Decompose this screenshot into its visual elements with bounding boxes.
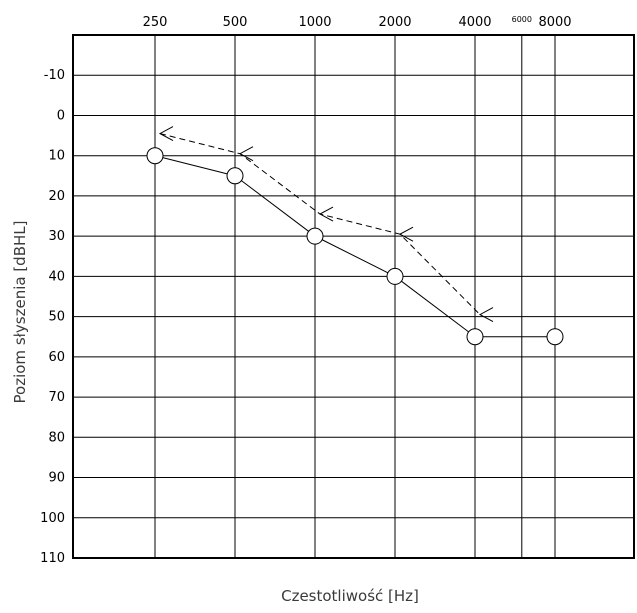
series-line-segment <box>162 157 228 175</box>
x-tick-label: 6000 <box>512 15 532 24</box>
series-2 <box>158 126 494 323</box>
x-tick-label: 500 <box>223 15 248 30</box>
y-tick-label: -10 <box>44 68 65 83</box>
series-1 <box>146 147 564 346</box>
x-tick-label: 1000 <box>298 15 331 30</box>
x-tick-label: 250 <box>143 15 168 30</box>
x-tick-label: 2000 <box>378 15 411 30</box>
y-tick-label: 30 <box>48 229 65 244</box>
arrow-marker <box>478 307 494 323</box>
arrow-marker <box>158 126 174 142</box>
arrow-marker <box>398 226 414 242</box>
grid <box>73 35 634 559</box>
x-axis-label: Czestotliwość [Hz] <box>281 587 419 605</box>
y-tick-label: 50 <box>48 310 65 325</box>
y-tick-label: 70 <box>48 390 65 405</box>
plot-frame <box>72 34 635 559</box>
arrow-marker <box>318 206 334 222</box>
circle-marker <box>386 267 404 285</box>
x-tick-labels: 250 500 1000 2000 4000 6000 8000 <box>143 15 572 30</box>
y-tick-label: 90 <box>48 471 65 486</box>
circle-marker <box>546 328 564 346</box>
circle-marker <box>146 147 164 165</box>
series-line-segment <box>321 239 389 274</box>
series-line-segment <box>241 180 309 232</box>
y-tick-label: 0 <box>57 108 65 123</box>
x-tick-label: 4000 <box>458 15 491 30</box>
circle-marker <box>466 328 484 346</box>
series-line-segment <box>401 280 469 333</box>
y-tick-label: 10 <box>48 149 65 164</box>
y-tick-label: 60 <box>48 350 65 365</box>
plot-border <box>72 34 635 559</box>
y-tick-label: 40 <box>48 269 65 284</box>
y-tick-label: 100 <box>40 511 65 526</box>
y-tick-label: 20 <box>48 189 65 204</box>
y-axis-label: Poziom słyszenia [dBHL] <box>11 221 29 404</box>
y-tick-labels: -10 0 10 20 30 40 50 60 70 80 90 100 110 <box>40 68 65 566</box>
y-tick-label: 80 <box>48 430 65 445</box>
dashed-series-line <box>159 133 481 315</box>
circle-marker <box>306 227 324 245</box>
x-tick-label: 8000 <box>538 15 571 30</box>
y-tick-label: 110 <box>40 551 65 566</box>
circle-marker <box>226 167 244 185</box>
arrow-marker <box>238 146 254 162</box>
series <box>146 126 564 346</box>
